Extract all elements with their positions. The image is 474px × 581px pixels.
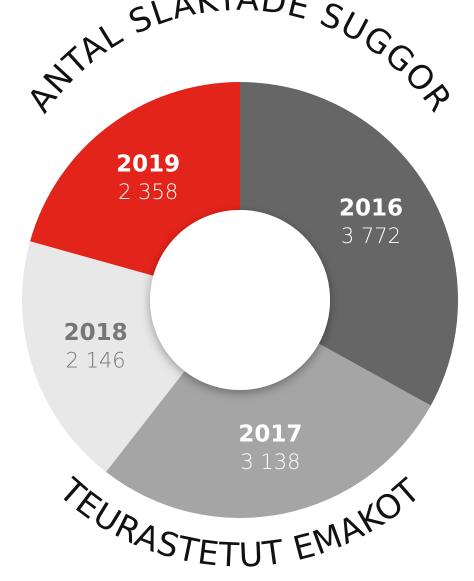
slice-category: 2018 <box>64 320 128 346</box>
slice <box>105 343 431 518</box>
slice <box>240 82 458 406</box>
slice-value: 2 146 <box>66 349 126 373</box>
donut-hole <box>150 210 330 390</box>
slice-value: 3 138 <box>240 450 300 474</box>
slice-value: 2 358 <box>118 180 178 204</box>
slice <box>21 241 185 472</box>
slice <box>30 82 240 276</box>
slice-category: 2019 <box>116 151 180 177</box>
slice-value: 3 772 <box>341 224 401 248</box>
slices <box>21 82 458 518</box>
slice-category: 2017 <box>238 421 302 447</box>
slice-category: 2016 <box>339 195 403 221</box>
